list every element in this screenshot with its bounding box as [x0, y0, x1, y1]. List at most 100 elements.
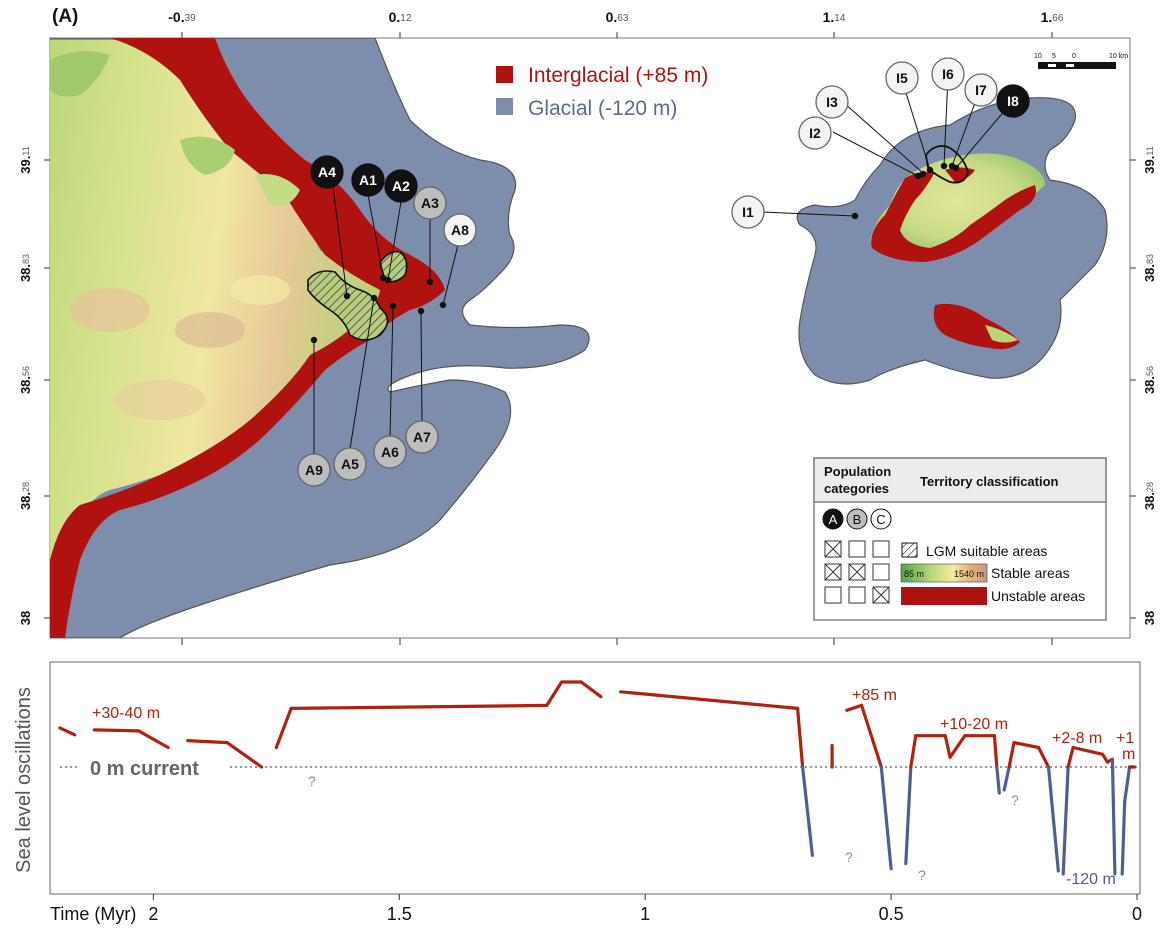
left-axis: 39.11 38.83 38.56 38.28 38 [18, 146, 50, 625]
sea-level-segment [795, 706, 805, 769]
population-i5: I5 [885, 61, 919, 95]
population-marker [373, 435, 407, 469]
annotation-plus10: +10-20 m [940, 716, 1008, 733]
legend-header-left-1: Population [824, 464, 891, 479]
sea-level-segment [904, 765, 913, 866]
population-label: A7 [413, 429, 431, 445]
top-axis-label: 1.66 [1041, 9, 1064, 25]
land-patch [985, 325, 1018, 343]
population-label: I1 [742, 204, 754, 220]
land-patch [115, 380, 205, 420]
question-mark: ? [845, 849, 853, 865]
sea-level-segment [948, 734, 967, 759]
left-axis-label: 38.56 [18, 366, 33, 394]
scale-label: 10 km [1109, 53, 1128, 60]
population-label: A5 [341, 456, 359, 472]
land-patch [255, 174, 300, 206]
question-mark: ? [918, 867, 926, 883]
unstable-areas-mainland [50, 38, 445, 638]
top-axis-label: -0.39 [168, 9, 196, 25]
population-a7: A7 [405, 420, 439, 454]
population-i6: I6 [931, 57, 965, 91]
population-i7: I7 [964, 73, 998, 107]
sea-level-x-ticks: 2 1.5 1 0.5 0 [148, 638, 1142, 924]
sea-level-segment [995, 765, 1001, 795]
population-i2: I2 [798, 116, 832, 150]
sea-level-segment [92, 728, 141, 733]
sea-level-segment [943, 734, 952, 759]
stable-land-mainland [50, 40, 388, 560]
left-axis-label: 38.28 [18, 482, 33, 510]
category-c: C [876, 512, 885, 527]
lgm-area [925, 145, 969, 184]
population-marker [413, 186, 447, 220]
annotation-plus1-unit: m [1122, 746, 1135, 763]
annotation-plus30: +30-40 m [92, 705, 160, 722]
population-label: A8 [451, 222, 469, 238]
population-label: I5 [896, 70, 908, 86]
land-patch [175, 312, 245, 348]
sea-level-segment [800, 765, 815, 857]
population-a4: A4 [310, 155, 344, 189]
population-marker [351, 163, 385, 197]
population-label: A4 [318, 164, 336, 180]
annotation-plus85: +85 m [852, 687, 897, 704]
annotation-plus1: +1 [1116, 730, 1134, 747]
population-labels: A1 A2 A3 A4 A5 A6 A7 A8 A9 I1 I2 I3 I5 I6 I7 I8 [297, 57, 1030, 487]
legend-label-lgm: LGM suitable areas [926, 543, 1047, 559]
population-marker [384, 169, 418, 203]
population-label: A2 [392, 178, 410, 194]
sea-level-segment [274, 706, 293, 750]
zero-label-background [80, 755, 230, 779]
x-tick-label: 2 [148, 904, 158, 924]
category-b: B [853, 512, 862, 527]
population-marker [297, 453, 331, 487]
lgm-area [379, 250, 408, 283]
population-label: I2 [809, 125, 821, 141]
population-i8: I8 [996, 84, 1030, 118]
population-marker [996, 84, 1030, 118]
population-marker [931, 57, 965, 91]
right-axis-label: 39.11 [1142, 146, 1157, 173]
sea-level-segment [1002, 765, 1011, 792]
population-label: I6 [942, 66, 954, 82]
category-checkbox [848, 586, 866, 604]
legend-header-right: Territory classification [920, 474, 1059, 489]
population-label: I7 [975, 82, 987, 98]
check-mark [872, 586, 890, 604]
sea-level-panel: Sea level oscillations 0 m current +30-4… [13, 638, 1142, 924]
sea-level-series [58, 680, 1137, 876]
population-label: I3 [826, 94, 838, 110]
population-marker [310, 155, 344, 189]
category-a: A [829, 512, 838, 527]
sea-level-segment [909, 734, 918, 769]
question-mark: ? [1011, 792, 1019, 808]
scale-bar-body [1038, 62, 1116, 69]
population-a1: A1 [351, 163, 385, 197]
top-axis-label: 0.12 [389, 9, 412, 25]
population-label: A3 [421, 195, 439, 211]
annotation-minus120: -120 m [1066, 871, 1116, 888]
right-axis-label: 38.28 [1142, 482, 1157, 510]
check-mark [848, 563, 866, 581]
legend-label-stable: Stable areas [991, 565, 1070, 581]
sea-level-frame [49, 661, 1141, 895]
sea-level-segment [1007, 740, 1016, 769]
left-axis-label: 38.83 [18, 254, 33, 282]
land-patch [70, 288, 150, 332]
top-axis-label: 1.14 [823, 9, 846, 25]
sea-level-segment [545, 680, 564, 708]
population-marker [798, 116, 832, 150]
scale-bar: 10 5 0 10 km [1034, 53, 1128, 69]
population-leaders [313, 75, 1013, 455]
population-marker [731, 195, 765, 229]
population-a3: A3 [413, 186, 447, 220]
population-label: A9 [305, 462, 323, 478]
sea-level-ylabel: Sea level oscillations [13, 687, 35, 873]
sea-level-segment [225, 740, 264, 769]
legend-header-left-2: categories [824, 481, 889, 496]
category-checkbox [872, 540, 890, 558]
x-tick-label: 1.5 [387, 904, 412, 924]
lgm-area [307, 270, 389, 341]
unstable-swatch [901, 587, 987, 605]
